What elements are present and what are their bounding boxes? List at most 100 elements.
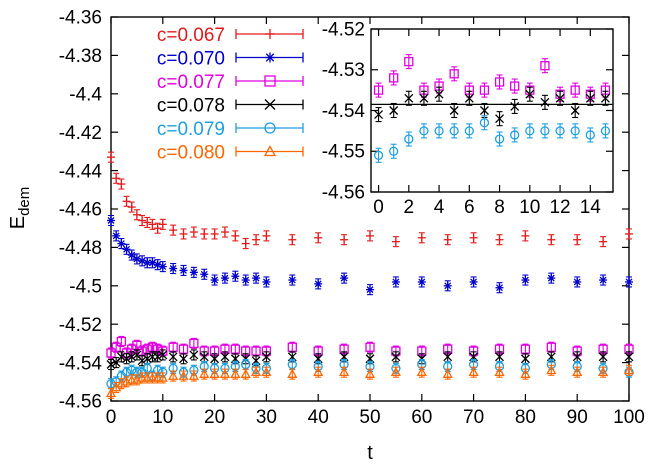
data-point <box>525 89 535 99</box>
data-point <box>600 126 611 136</box>
y-tick-label: -4.44 <box>59 161 103 182</box>
data-point <box>464 93 474 103</box>
data-point <box>230 368 241 378</box>
y-tick-label: -4.56 <box>59 392 102 413</box>
x-tick-label: 90 <box>567 407 588 428</box>
data-point <box>148 220 157 229</box>
data-point <box>220 274 229 283</box>
data-point <box>252 235 261 244</box>
data-point <box>599 237 608 246</box>
data-point <box>600 93 610 103</box>
x-tick-label: 12 <box>549 197 570 218</box>
x-tick-label: 20 <box>204 407 225 428</box>
data-point <box>585 93 595 103</box>
data-point <box>365 342 375 352</box>
data-point <box>288 276 297 285</box>
data-point <box>168 370 179 380</box>
data-point <box>250 366 262 377</box>
data-point <box>495 352 504 362</box>
data-point <box>231 272 240 281</box>
y-tick-label: -4.38 <box>59 46 102 67</box>
data-point <box>404 56 414 67</box>
data-point <box>495 235 504 244</box>
data-point <box>340 235 349 244</box>
data-point <box>241 276 250 285</box>
data-point <box>189 350 199 360</box>
data-point <box>153 224 162 233</box>
data-point <box>599 276 608 285</box>
data-point <box>111 342 121 352</box>
data-point <box>625 277 633 286</box>
data-point <box>573 277 582 286</box>
data-point <box>199 368 210 378</box>
data-point <box>117 180 126 189</box>
data-point <box>220 228 229 237</box>
data-point <box>127 251 136 260</box>
data-point <box>179 354 188 364</box>
data-point <box>625 229 633 238</box>
x-tick-label: 60 <box>411 407 432 428</box>
data-point <box>132 340 142 350</box>
data-point <box>210 276 219 285</box>
y-tick-label: -4.55 <box>322 142 365 163</box>
data-point <box>122 245 131 254</box>
data-point <box>419 93 429 103</box>
data-point <box>510 81 520 91</box>
data-point <box>494 134 505 144</box>
data-point <box>404 134 414 144</box>
data-point <box>585 130 595 140</box>
data-point <box>230 344 240 354</box>
data-point <box>262 277 271 286</box>
data-point <box>521 276 530 285</box>
data-point <box>366 231 374 240</box>
data-point <box>209 368 220 378</box>
y-axis-label: Edem <box>7 187 33 230</box>
data-point <box>495 114 505 124</box>
y-tick-label: -4.52 <box>322 19 365 40</box>
data-point <box>510 101 520 111</box>
data-point <box>122 197 131 206</box>
data-point <box>168 352 178 362</box>
data-point <box>288 235 297 244</box>
data-point <box>152 372 163 382</box>
series-c=0.078 <box>374 86 610 127</box>
data-point <box>107 216 115 225</box>
data-point <box>340 274 349 283</box>
data-point <box>127 365 137 375</box>
data-point <box>210 354 220 364</box>
legend-marker <box>263 145 277 157</box>
data-point <box>525 126 535 136</box>
data-point <box>570 126 580 136</box>
data-point <box>572 352 582 362</box>
y-tick-label: -4.54 <box>59 353 103 374</box>
data-point <box>158 350 168 360</box>
data-point <box>287 368 298 378</box>
data-point <box>252 274 261 283</box>
data-point <box>389 73 399 83</box>
data-point <box>555 126 565 136</box>
data-point <box>314 233 323 242</box>
data-point <box>117 239 126 248</box>
x-tick-label: 70 <box>463 407 484 428</box>
y-tick-label: -4.53 <box>322 60 365 81</box>
data-point <box>442 368 453 378</box>
data-point <box>142 372 153 382</box>
data-point <box>391 237 400 246</box>
data-point <box>540 126 550 136</box>
data-point <box>520 368 531 378</box>
x-tick-label: 40 <box>308 407 329 428</box>
data-point <box>468 366 479 377</box>
data-point <box>479 106 489 115</box>
data-point <box>178 370 189 380</box>
data-point <box>479 118 490 128</box>
legend-label: c=0.067 <box>157 25 225 46</box>
data-point <box>147 342 158 352</box>
legend-label: c=0.070 <box>157 49 225 70</box>
data-point <box>449 106 459 115</box>
data-point <box>449 69 459 79</box>
legend-marker <box>264 75 276 87</box>
inset-axis-ticks: 0 2 4 6 8 10 12 14 -4.52 -4.53 -4.54 -4.55 -4.56 <box>322 19 613 218</box>
data-point <box>510 130 520 140</box>
data-point <box>199 352 209 362</box>
